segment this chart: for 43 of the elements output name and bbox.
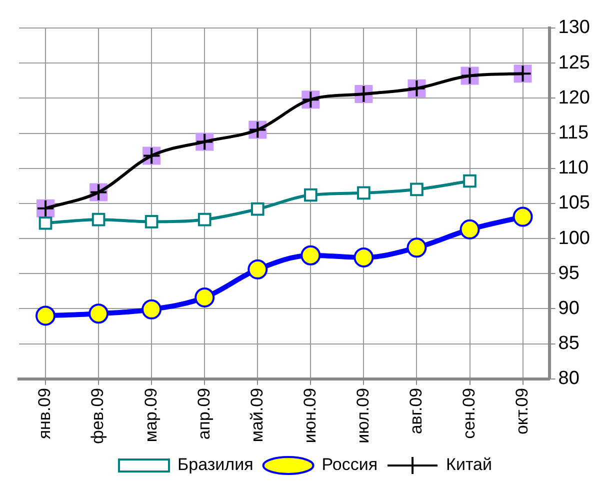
legend-label: Россия (322, 455, 378, 474)
x-tick-label: мар.09 (141, 388, 160, 442)
point (512, 206, 533, 227)
y-tick-label: 85 (558, 333, 580, 354)
x-tick-label: сен.09 (459, 388, 478, 439)
y-tick-label: 120 (558, 87, 590, 108)
point (354, 247, 374, 268)
point (198, 212, 212, 226)
point (406, 238, 427, 258)
point (194, 287, 215, 308)
y-tick-label: 130 (558, 17, 590, 38)
point (357, 186, 370, 200)
y-tick-label: 105 (558, 192, 590, 214)
y-tick-label: 90 (558, 298, 580, 319)
legend-label: Китай (446, 455, 492, 474)
y-tick-label: 115 (558, 122, 589, 144)
point (460, 219, 480, 240)
legend-label: Бразилия (178, 455, 254, 474)
point (92, 212, 106, 226)
y-tick-label: 80 (558, 368, 580, 390)
point (142, 299, 162, 320)
x-tick-label: фев.09 (88, 388, 108, 444)
point (248, 259, 268, 280)
x-tick-label: май.09 (247, 388, 266, 442)
point (36, 306, 56, 326)
point (38, 216, 52, 230)
y-tick-label: 125 (558, 52, 590, 74)
x-tick-label: авг.09 (406, 388, 426, 434)
y-tick-label: 95 (558, 262, 580, 284)
x-tick-label: июл.09 (353, 388, 372, 444)
y-tick-label: 100 (558, 228, 590, 249)
point (304, 188, 318, 202)
x-tick-label: янв.09 (35, 388, 54, 440)
y-tick-label: 110 (558, 158, 589, 179)
point (144, 215, 158, 228)
point (410, 182, 424, 196)
point (88, 304, 109, 324)
x-tick-label: апр.09 (194, 388, 214, 440)
point (463, 174, 476, 188)
point (250, 202, 264, 216)
x-tick-label: июн.09 (300, 388, 320, 444)
point (300, 245, 321, 266)
x-tick-label: окт.09 (512, 388, 532, 435)
